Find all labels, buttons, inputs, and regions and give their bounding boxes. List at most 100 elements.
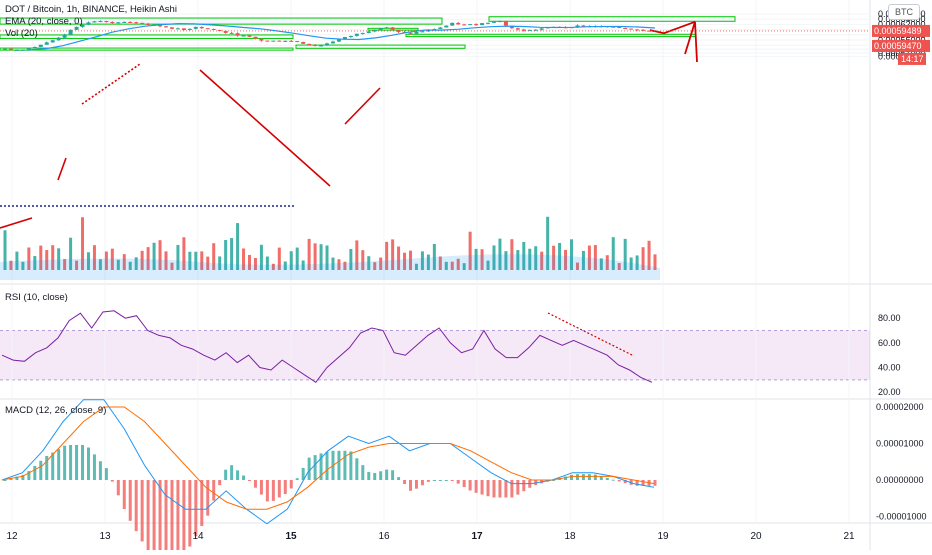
macd-hist-17: [104, 468, 108, 480]
trend-line-1: [0, 217, 33, 229]
candle-body-51: [307, 43, 312, 45]
volume-bar-17: [104, 251, 108, 270]
candle-body-2: [14, 49, 19, 51]
ema-legend[interactable]: EMA (20, close, 0): [5, 16, 83, 27]
candle-body-32: [193, 26, 198, 29]
candle-body-81: [486, 22, 491, 24]
macd-hist-34: [206, 480, 210, 516]
volume-bar-83: [498, 238, 502, 270]
macd-hist-69: [414, 480, 418, 489]
candle-body-70: [420, 31, 425, 33]
macd-hist-42: [253, 480, 257, 488]
macd-line: [1, 399, 655, 525]
candle-body-36: [217, 29, 222, 31]
volume-bar-92: [552, 245, 556, 270]
candle-body-10: [62, 34, 67, 38]
candle-body-73: [438, 27, 443, 30]
macd-hist-24: [146, 480, 150, 551]
candle-body-24: [146, 23, 151, 25]
volume-layer: [0, 216, 660, 555]
rsi-legend[interactable]: RSI (10, close): [5, 292, 68, 303]
macd-hist-46: [277, 480, 281, 498]
candle-body-23: [140, 22, 145, 24]
volume-bar-13: [81, 217, 85, 270]
volume-bar-69: [414, 263, 418, 270]
macd-hist-53: [319, 453, 323, 480]
candle-body-96: [575, 25, 580, 28]
macd-hist-9: [57, 449, 61, 480]
candle-body-54: [325, 43, 330, 46]
candle-body-87: [521, 29, 526, 31]
macd-hist-33: [200, 480, 204, 526]
volume-bar-76: [456, 258, 460, 270]
rsi-tick-label-2: 40.00: [878, 363, 901, 373]
macd-hist-11: [69, 444, 73, 480]
candle-body-22: [134, 22, 139, 24]
macd-hist-75: [450, 480, 454, 481]
zone-top-right: [488, 16, 736, 22]
macd-hist-27: [164, 480, 168, 555]
volume-bar-75: [450, 261, 454, 270]
volume-bar-88: [528, 248, 532, 270]
macd-hist-96: [575, 474, 579, 480]
volume-bar-67: [403, 252, 407, 270]
macd-hist-22: [134, 480, 138, 532]
volume-bar-18: [110, 248, 114, 270]
macd-hist-82: [492, 480, 496, 498]
time-tick-label-2: 14: [192, 531, 204, 542]
volume-bar-43: [259, 244, 263, 270]
macd-legend[interactable]: MACD (12, 26, close, 9): [5, 405, 107, 416]
macd-hist-56: [337, 450, 341, 480]
volume-bar-45: [271, 263, 275, 270]
candle-body-37: [223, 30, 228, 33]
second-price-bg: [872, 39, 930, 52]
macd-hist-79: [474, 480, 478, 493]
vol-legend[interactable]: Vol (20): [5, 28, 38, 39]
volume-bar-39: [236, 223, 240, 270]
volume-bar-5: [33, 256, 37, 270]
volume-bar-47: [283, 261, 287, 270]
volume-bar-84: [504, 251, 508, 270]
macd-hist-65: [391, 470, 395, 480]
candle-body-49: [295, 41, 300, 43]
candle-body-14: [86, 22, 91, 25]
currency-badge[interactable]: BTC: [888, 4, 920, 20]
volume-bar-100: [599, 258, 603, 270]
candle-body-5: [32, 46, 37, 49]
last-price-bg: [872, 24, 930, 37]
macd-hist-41: [247, 480, 251, 481]
macd-hist-29: [176, 480, 180, 555]
macd-hist-106: [635, 480, 639, 486]
macd-hist-1: [9, 478, 13, 480]
volume-bar-48: [289, 251, 293, 270]
macd-hist-71: [426, 480, 430, 482]
volume-bar-33: [200, 251, 204, 270]
volume-bar-29: [176, 244, 180, 270]
candle-body-55: [330, 41, 335, 44]
volume-bar-50: [301, 260, 305, 270]
candle-body-58: [348, 35, 353, 38]
macd-hist-86: [516, 480, 520, 495]
volume-bar-58: [349, 248, 353, 270]
candle-body-105: [629, 28, 634, 30]
volume-bar-102: [611, 237, 615, 270]
macd-hist-52: [313, 455, 317, 480]
macd-hist-3: [21, 474, 25, 480]
macd-hist-26: [158, 480, 162, 555]
candle-body-48: [289, 40, 294, 42]
time-tick-label-3: 15: [285, 531, 297, 542]
volume-bar-7: [45, 250, 49, 270]
volume-bar-36: [218, 256, 222, 270]
candle-body-61: [366, 31, 371, 34]
candle-body-80: [480, 23, 485, 26]
candle-body-65: [390, 27, 395, 30]
macd-hist-21: [128, 480, 132, 521]
candle-body-8: [50, 40, 55, 43]
macd-hist-47: [283, 480, 287, 495]
volume-bar-3: [21, 261, 25, 270]
volume-bar-30: [182, 237, 186, 270]
candle-body-77: [462, 24, 467, 26]
macd-hist-48: [289, 480, 293, 489]
volume-bar-6: [39, 245, 43, 270]
